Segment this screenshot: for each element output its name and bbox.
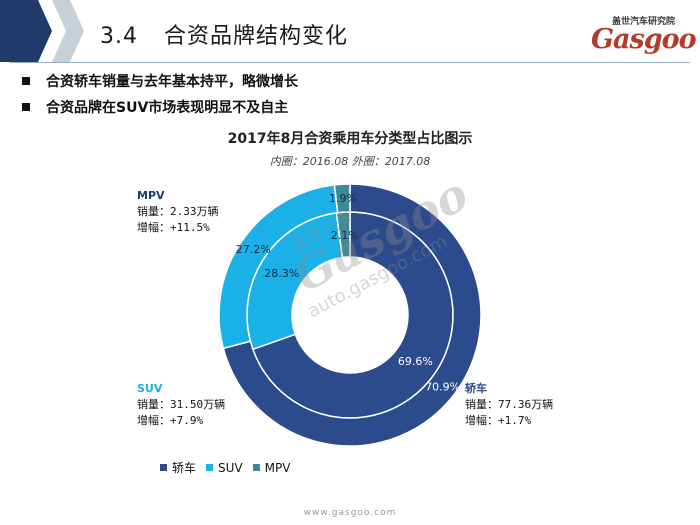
- chart-legend: 轿车 SUV MPV: [160, 459, 300, 476]
- bullet-text: 合资轿车销量与去年基本持平，略微增长: [46, 74, 298, 90]
- chart-title: 2017年8月合资乘用车分类型占比图示: [227, 131, 473, 147]
- header-bar: 3.4 合资品牌结构变化 盖世汽车研究院 Gasgoo: [0, 0, 700, 62]
- donut-label-outer-2: 1.9%: [329, 192, 357, 205]
- callout-growth: 增幅：+11.5%: [137, 221, 210, 234]
- callout-mpv: MPV 销量：2.33万辆 增幅：+11.5%: [137, 188, 219, 236]
- legend-label: MPV: [264, 460, 291, 475]
- logo-cn-text: 盖世汽车研究院: [612, 17, 676, 27]
- gasgoo-logo: 盖世汽车研究院 Gasgoo: [575, 12, 697, 55]
- callout-name: MPV: [137, 189, 165, 202]
- donut-label-outer-0: 70.9%: [425, 380, 460, 393]
- legend-swatch: [252, 464, 260, 471]
- callout-suv: SUV 销量：31.50万辆 增幅：+7.9%: [137, 381, 225, 429]
- donut-slice-outer-0: [222, 183, 482, 447]
- chevron-dark: [0, 0, 52, 62]
- legend-label: 轿车: [172, 461, 197, 475]
- callout-growth: 增幅：+1.7%: [465, 414, 532, 427]
- bullet-item: 合资轿车销量与去年基本持平，略微增长: [22, 68, 298, 94]
- bullet-item: 合资品牌在SUV市场表现明显不及自主: [22, 94, 298, 120]
- callout-sales: 销量：77.36万辆: [465, 398, 554, 411]
- donut-label-outer-1: 27.2%: [236, 243, 271, 256]
- legend-swatch: [160, 464, 167, 471]
- legend-item-suv: SUV: [206, 461, 243, 475]
- donut-label-inner-2: 2.1%: [331, 229, 359, 242]
- legend-item-mpv: MPV: [252, 460, 291, 475]
- donut-label-inner-1: 28.3%: [264, 267, 299, 280]
- chevron-light: [52, 0, 84, 62]
- callout-sales: 销量：31.50万辆: [137, 398, 226, 411]
- legend-label: SUV: [218, 460, 243, 475]
- bullet-square-icon: [22, 103, 30, 111]
- callout-sales: 销量：2.33万辆: [137, 205, 219, 218]
- bullet-list: 合资轿车销量与去年基本持平，略微增长 合资品牌在SUV市场表现明显不及自主: [22, 68, 298, 120]
- page-title: 3.4 合资品牌结构变化: [100, 18, 348, 50]
- callout-growth: 增幅：+7.9%: [137, 414, 204, 427]
- callout-sedan: 轿车 销量：77.36万辆 增幅：+1.7%: [465, 381, 553, 429]
- section-number: 3.4: [100, 24, 138, 49]
- chart-subtitle: 内圈：2016.08 外圈：2017.08: [269, 155, 431, 168]
- footer-url: www.gasgoo.com: [303, 508, 397, 518]
- callout-name: 轿车: [465, 382, 487, 395]
- bullet-square-icon: [22, 77, 30, 85]
- callout-name: SUV: [137, 382, 163, 395]
- section-title: 合资品牌结构变化: [164, 24, 349, 49]
- legend-item-sedan: 轿车: [160, 459, 196, 476]
- donut-slice-outer-2: [333, 183, 351, 214]
- donut-label-inner-0: 69.6%: [398, 355, 433, 368]
- legend-swatch: [206, 464, 214, 471]
- logo-en-text: Gasgoo: [591, 24, 697, 55]
- header-chevrons: [0, 0, 84, 62]
- header-divider: [10, 62, 690, 63]
- bullet-text: 合资品牌在SUV市场表现明显不及自主: [46, 100, 289, 116]
